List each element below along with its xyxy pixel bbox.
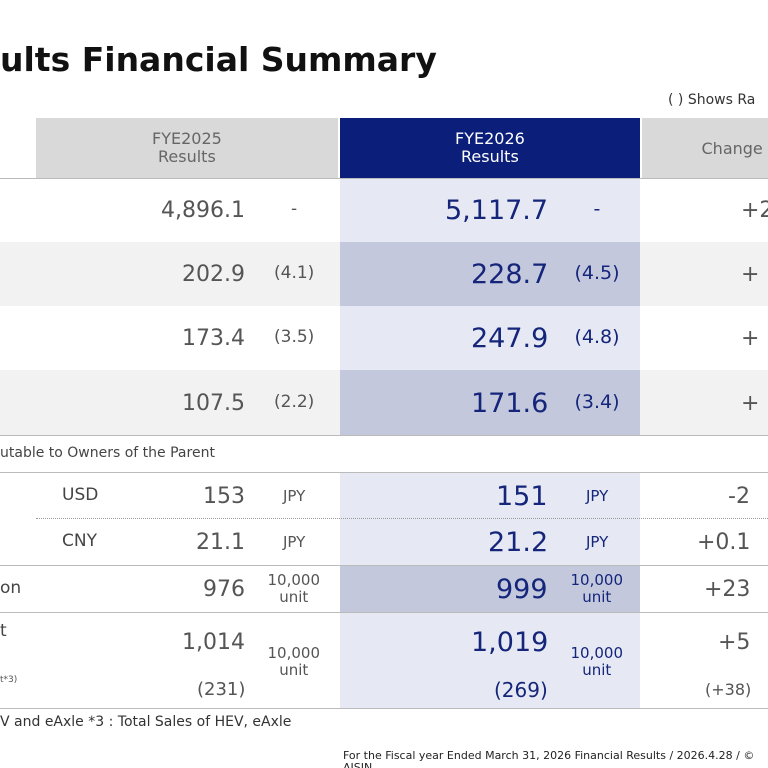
change: +0.1	[697, 529, 751, 555]
rule	[0, 472, 768, 473]
footnote: V and eAxle *3 : Total Sales of HEV, eAx…	[0, 714, 292, 730]
value-highlight: 247.9	[471, 322, 549, 354]
value: 202.9	[182, 261, 245, 287]
row-label: CNY	[62, 531, 97, 551]
change: +2	[741, 197, 768, 223]
value: 1,014	[182, 629, 245, 655]
ratio: (3.5)	[274, 327, 315, 347]
rule	[0, 708, 768, 709]
header-bg	[642, 118, 768, 178]
row-label: USD	[62, 485, 99, 505]
unit: JPY	[283, 486, 306, 505]
header-bg	[36, 118, 338, 178]
change: +23	[704, 576, 751, 602]
unit: 10,000 unit	[570, 570, 624, 606]
note: ( ) Shows Ra	[668, 92, 756, 108]
rule	[0, 178, 768, 179]
unit: 10,000 unit	[267, 570, 321, 606]
ratio: (4.5)	[574, 262, 620, 284]
value-highlight: 1,019	[471, 626, 549, 658]
value: 153	[203, 483, 245, 509]
ratio: (4.1)	[274, 263, 315, 283]
value-highlight: 151	[496, 480, 548, 512]
column-header: FYE2026 Results	[455, 128, 525, 166]
sub-change: (+38)	[705, 680, 752, 699]
unit: JPY	[586, 532, 609, 551]
footer: For the Fiscal year Ended March 31, 2026…	[343, 748, 755, 768]
rule	[0, 612, 768, 613]
change: +	[741, 325, 760, 351]
row-bg	[340, 242, 640, 306]
value-highlight: 999	[496, 573, 548, 605]
row-label: t	[0, 621, 7, 641]
row-bg	[340, 178, 640, 242]
title: ults Financial Summary	[0, 40, 437, 79]
value-highlight: 5,117.7	[445, 194, 549, 226]
change: -2	[728, 483, 750, 509]
value: 107.5	[182, 390, 245, 416]
unit: JPY	[586, 486, 609, 505]
row-bg	[340, 370, 640, 435]
row-bg	[340, 565, 640, 612]
change: +5	[718, 629, 751, 655]
unit: 10,000 unit	[570, 643, 624, 679]
row-bg	[340, 612, 640, 708]
value-highlight: 228.7	[471, 258, 549, 290]
unit: 10,000 unit	[267, 643, 321, 679]
ratio: -	[593, 198, 601, 220]
rule	[0, 435, 768, 436]
value: 4,896.1	[161, 197, 245, 223]
note: t*3)	[0, 675, 18, 685]
header-bg-highlight	[340, 118, 640, 178]
row-label: on	[0, 578, 22, 598]
column-header: FYE2025 Results	[152, 128, 222, 166]
value: 21.1	[196, 529, 245, 555]
ratio: (4.8)	[574, 326, 620, 348]
unit: JPY	[283, 532, 306, 551]
rule	[0, 565, 768, 566]
change: +	[741, 390, 760, 416]
value: 976	[203, 576, 245, 602]
value: 173.4	[182, 325, 245, 351]
change: +	[741, 261, 760, 287]
rule	[36, 518, 768, 519]
sub-value: (269)	[494, 677, 548, 702]
sub-value: (231)	[197, 678, 246, 700]
value-highlight: 21.2	[488, 526, 549, 558]
ratio: (2.2)	[274, 392, 315, 412]
ratio: (3.4)	[574, 391, 620, 413]
row-bg	[340, 306, 640, 370]
column-header: Change	[701, 139, 763, 158]
ratio: -	[291, 199, 298, 219]
value-highlight: 171.6	[471, 387, 549, 419]
section-label: utable to Owners of the Parent	[0, 445, 215, 461]
